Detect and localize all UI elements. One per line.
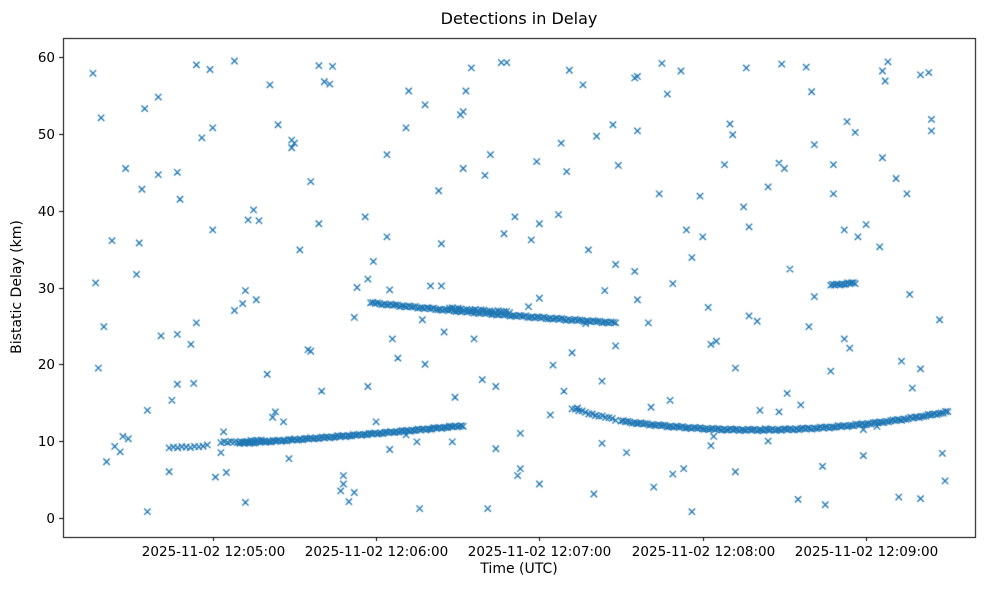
y-tick-label: 30 xyxy=(37,280,55,297)
x-tick-label: 2025-11-02 12:09:00 xyxy=(794,544,939,560)
x-tick-label: 2025-11-02 12:06:00 xyxy=(304,544,449,560)
y-tick-label: 20 xyxy=(37,356,55,373)
chart-title: Detections in Delay xyxy=(440,9,598,28)
y-tick-label: 0 xyxy=(46,510,55,527)
y-tick-label: 40 xyxy=(37,203,55,220)
x-tick-label: 2025-11-02 12:08:00 xyxy=(631,544,776,560)
x-tick-label: 2025-11-02 12:05:00 xyxy=(141,544,286,560)
y-tick-label: 50 xyxy=(37,126,55,143)
y-tick-label: 10 xyxy=(37,433,55,450)
x-axis-label: Time (UTC) xyxy=(480,561,558,577)
x-tick-label: 2025-11-02 12:07:00 xyxy=(467,544,612,560)
y-tick-label: 60 xyxy=(37,49,55,66)
y-axis-label: Bistatic Delay (km) xyxy=(9,220,25,354)
